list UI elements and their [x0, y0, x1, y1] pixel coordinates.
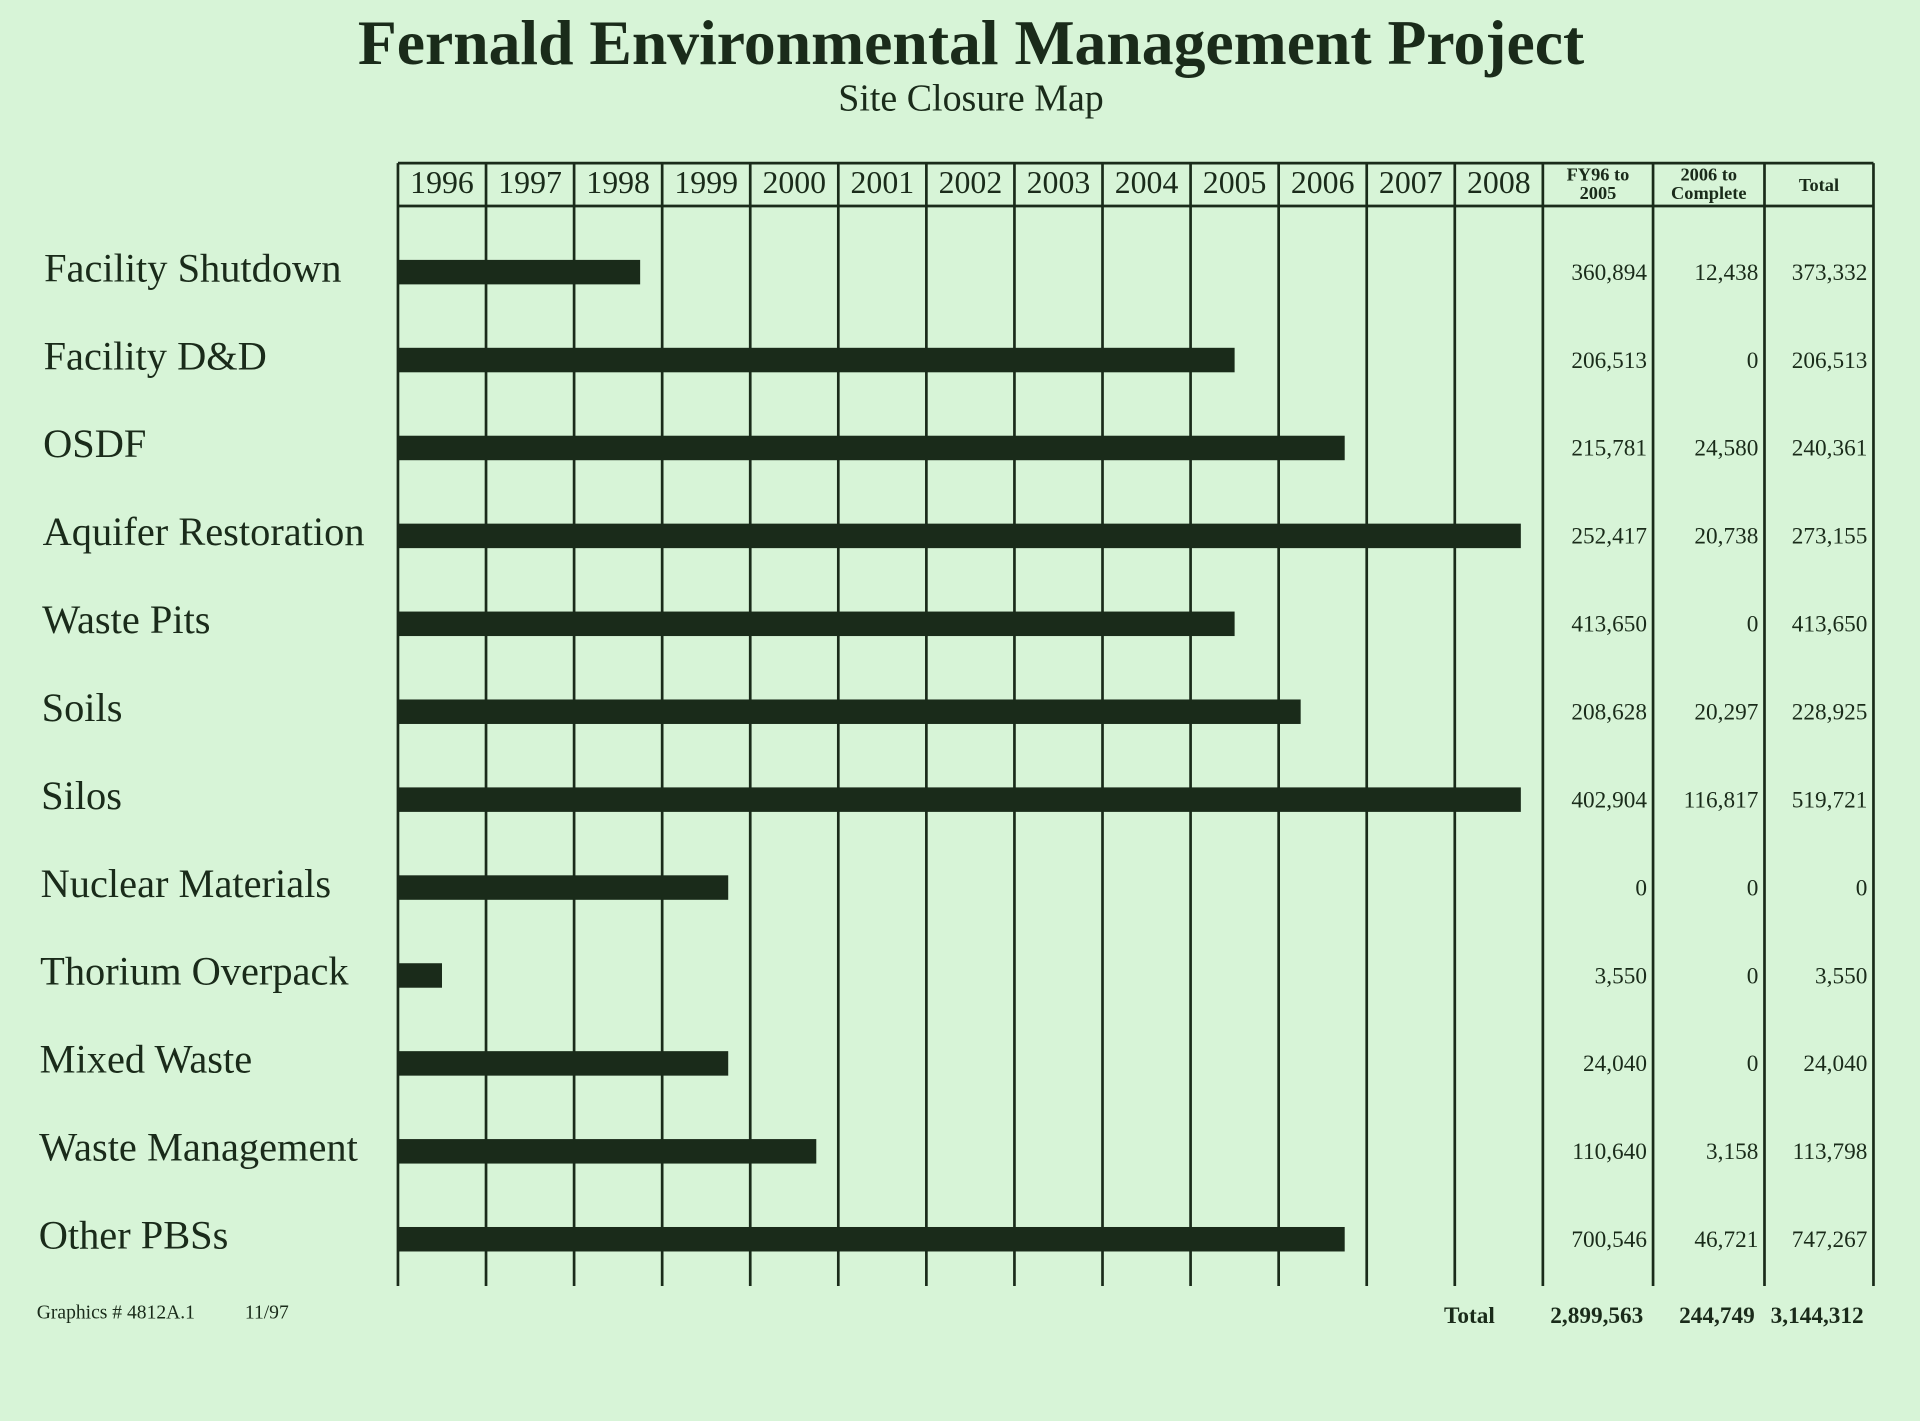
- table-cell: 113,798: [1793, 1139, 1868, 1165]
- x-tick-label: 1999: [674, 165, 738, 200]
- table-cell: 240,361: [1792, 436, 1868, 462]
- table-header-line: FY96 to: [1567, 165, 1630, 185]
- row-label: Nuclear Materials: [41, 861, 331, 906]
- table-header-line: 2006 to: [1680, 165, 1737, 185]
- table-cell: 24,040: [1803, 1051, 1867, 1077]
- table-cell: 413,650: [1792, 612, 1868, 638]
- bar: [397, 787, 1521, 812]
- table-cell: 12,438: [1694, 260, 1758, 286]
- table-cell: 206,513: [1571, 348, 1647, 374]
- table-cell: 215,781: [1571, 436, 1647, 462]
- row-label: Silos: [41, 773, 122, 818]
- table-cell: 0: [1635, 875, 1647, 901]
- total-cell: 3,144,312: [1771, 1303, 1864, 1329]
- table-cell: 3,158: [1706, 1139, 1758, 1165]
- row-label: Waste Pits: [42, 597, 210, 642]
- table-cell: 228,925: [1792, 700, 1868, 726]
- x-tick-label: 2007: [1379, 165, 1443, 200]
- table-cell: 116,817: [1684, 787, 1759, 813]
- x-tick-label: 2005: [1203, 165, 1267, 200]
- total-cell: 244,749: [1679, 1303, 1755, 1329]
- table-cell: 24,040: [1583, 1051, 1647, 1077]
- table-cell: 110,640: [1572, 1139, 1647, 1165]
- bar: [397, 523, 1521, 549]
- bar: [397, 1051, 729, 1076]
- row-label: Other PBSs: [39, 1213, 229, 1258]
- table-cell: 20,738: [1694, 524, 1758, 550]
- bar: [397, 1139, 817, 1164]
- bar: [397, 611, 1235, 637]
- table-header-line: 2005: [1580, 183, 1617, 203]
- row-label: Facility D&D: [44, 333, 267, 378]
- table-cell: 46,721: [1694, 1227, 1758, 1253]
- table-cell: 747,267: [1792, 1227, 1868, 1253]
- x-tick-label: 1996: [410, 165, 474, 200]
- table-cell: 402,904: [1571, 787, 1647, 813]
- x-tick-label: 2008: [1467, 165, 1531, 200]
- table-cell: 700,546: [1571, 1227, 1647, 1253]
- table-cell: 24,580: [1694, 436, 1758, 462]
- bar: [397, 259, 641, 285]
- row-label: OSDF: [43, 421, 146, 466]
- footer-date: 11/97: [245, 1303, 289, 1324]
- x-tick-label: 2003: [1027, 165, 1091, 200]
- table-cell: 373,332: [1792, 260, 1868, 286]
- chart-subtitle: Site Closure Map: [838, 78, 1104, 120]
- x-tick-label: 2001: [851, 165, 915, 200]
- table-cell: 519,721: [1792, 787, 1868, 813]
- table-cell: 3,550: [1595, 963, 1647, 989]
- x-tick-label: 1998: [586, 165, 650, 200]
- table-cell: 0: [1747, 348, 1759, 374]
- bar: [397, 699, 1301, 724]
- x-tick-label: 2000: [762, 165, 826, 200]
- x-tick-label: 1997: [498, 165, 562, 200]
- table-header: Total: [1799, 175, 1839, 195]
- table-cell: 0: [1747, 875, 1759, 901]
- table-header: FY96 to 2005: [1567, 165, 1630, 203]
- total-cell: 2,899,563: [1550, 1303, 1643, 1329]
- table-cell: 252,417: [1571, 524, 1647, 550]
- row-label: Facility Shutdown: [44, 245, 341, 290]
- table-cell: 20,297: [1694, 700, 1758, 726]
- table-cell: 273,155: [1792, 524, 1868, 550]
- table-cell: 0: [1856, 875, 1868, 901]
- bar: [397, 435, 1345, 461]
- footer-code: Graphics # 4812A.1: [37, 1303, 195, 1324]
- bar: [397, 1226, 1345, 1252]
- row-label: Aquifer Restoration: [43, 509, 365, 554]
- table-cell: 3,550: [1815, 963, 1867, 989]
- row-label: Thorium Overpack: [40, 949, 349, 994]
- bar: [397, 875, 729, 900]
- table-header-line: Total: [1799, 175, 1839, 195]
- table-cell: 360,894: [1571, 260, 1647, 286]
- row-label: Mixed Waste: [40, 1037, 253, 1082]
- x-tick-label: 2004: [1115, 165, 1179, 200]
- table-header-line: Complete: [1671, 183, 1746, 203]
- bar: [397, 347, 1235, 373]
- chart-title: Fernald Environmental Management Project: [358, 7, 1584, 78]
- table-header: 2006 to Complete: [1671, 165, 1746, 203]
- bar: [397, 963, 442, 988]
- table-cell: 206,513: [1792, 348, 1868, 374]
- total-label: Total: [1444, 1303, 1495, 1329]
- table-cell: 208,628: [1571, 700, 1647, 726]
- row-label: Soils: [42, 685, 123, 730]
- x-tick-label: 2002: [939, 165, 1003, 200]
- row-label: Waste Management: [39, 1125, 358, 1170]
- table-cell: 0: [1747, 1051, 1759, 1077]
- x-tick-label: 2006: [1291, 165, 1355, 200]
- table-cell: 0: [1747, 612, 1759, 638]
- table-cell: 0: [1747, 963, 1759, 989]
- table-cell: 413,650: [1571, 612, 1647, 638]
